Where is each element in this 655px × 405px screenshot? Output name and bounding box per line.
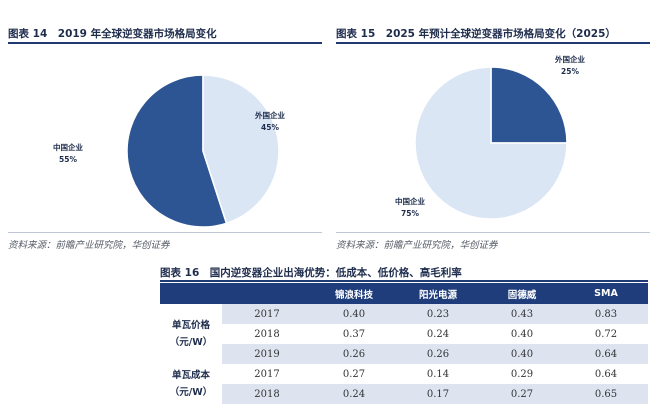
year-cell: 2018: [222, 324, 312, 344]
value-cell: 0.24: [312, 384, 396, 404]
value-cell: 0.43: [480, 304, 564, 324]
year-cell: 2017: [222, 304, 312, 324]
table-row: 2019 0.26 0.26 0.40 0.64: [160, 344, 648, 364]
header-blank-2: [222, 283, 312, 304]
pie-chart-2019: 中国企业 55% 外国企业 45%: [53, 74, 285, 228]
value-cell: 0.64: [564, 344, 648, 364]
table-row: 2018 0.37 0.24 0.40 0.72: [160, 324, 648, 344]
value-cell: 0.17: [396, 384, 480, 404]
value-cell: 0.65: [564, 384, 648, 404]
figure16-title-rule: [160, 280, 648, 282]
value-cell: 0.64: [564, 364, 648, 384]
value-cell: 0.27: [312, 364, 396, 384]
value-cell: 0.23: [396, 304, 480, 324]
pie-slice-2: [202, 74, 280, 225]
value-cell: 0.37: [312, 324, 396, 344]
table-row: 单瓦价格（元/W） 2017 0.40 0.23 0.43 0.83: [160, 304, 648, 364]
pie-slice-value-label: 45%: [261, 123, 279, 132]
year-cell: 2019: [222, 344, 312, 364]
value-cell: 0.26: [396, 344, 480, 364]
pie-slice-value-label: 25%: [561, 67, 579, 76]
pie-slice-1: [126, 74, 228, 228]
value-cell: 0.26: [312, 344, 396, 364]
table-row: 2018 0.24 0.17 0.27 0.65: [160, 384, 648, 404]
value-cell: 0.83: [564, 304, 648, 324]
pie-slice-label: 外国企业: [255, 110, 285, 120]
figure15-source-rule: [336, 232, 650, 233]
value-cell: 0.14: [396, 364, 480, 384]
year-cell: 2018: [222, 384, 312, 404]
value-cell: 0.40: [480, 344, 564, 364]
pie-slice-label: 中国企业: [395, 196, 425, 206]
value-cell: 0.24: [396, 324, 480, 344]
figure15-title: 图表 15 2025 年预计全球逆变器市场格局变化（2025）: [336, 28, 616, 40]
figure16-title: 图表 16 国内逆变器企业出海优势：低成本、低价格、高毛利率: [160, 267, 462, 279]
table-header-row: 锦浪科技 阳光电源 固德威 SMA: [160, 283, 648, 304]
pie-slice-value-label: 55%: [59, 155, 77, 164]
value-cell: 0.27: [480, 384, 564, 404]
value-cell: 0.40: [312, 304, 396, 324]
figure14-title: 图表 14 2019 年全球逆变器市场格局变化: [8, 28, 217, 40]
figure14-title-rule: [8, 42, 322, 44]
header-blank-1: [160, 283, 222, 304]
pie-slice-label: 外国企业: [555, 54, 585, 64]
table-row: 单瓦成本（元/W） 2017 0.27 0.14 0.29 0.64: [160, 364, 648, 404]
header-company-1: 锦浪科技: [312, 283, 396, 304]
metric-label-price: 单瓦价格（元/W）: [160, 304, 222, 364]
header-company-3: 固德威: [480, 283, 564, 304]
value-cell: 0.40: [480, 324, 564, 344]
pie-chart-2025: 外国企业 25% 中国企业 75%: [395, 54, 585, 220]
figure14-source: 资料来源：前瞻产业研究院，华创证券: [8, 240, 170, 251]
pie-slice-2: [414, 66, 568, 220]
year-cell: 2017: [222, 364, 312, 384]
pie-slice-label: 中国企业: [53, 142, 83, 152]
value-cell: 0.29: [480, 364, 564, 384]
header-company-4: SMA: [564, 283, 648, 304]
pie-slice-1: [490, 66, 568, 144]
figure15-source: 资料来源：前瞻产业研究院，华创证券: [336, 240, 498, 251]
value-cell: 0.72: [564, 324, 648, 344]
comparison-table: 锦浪科技 阳光电源 固德威 SMA 单瓦价格（元/W） 2017 0.40 0.…: [160, 283, 648, 404]
pie-slice-value-label: 75%: [401, 209, 419, 218]
figure15-title-rule: [336, 42, 650, 44]
metric-label-cost: 单瓦成本（元/W）: [160, 364, 222, 404]
header-company-2: 阳光电源: [396, 283, 480, 304]
figure14-source-rule: [8, 232, 322, 233]
